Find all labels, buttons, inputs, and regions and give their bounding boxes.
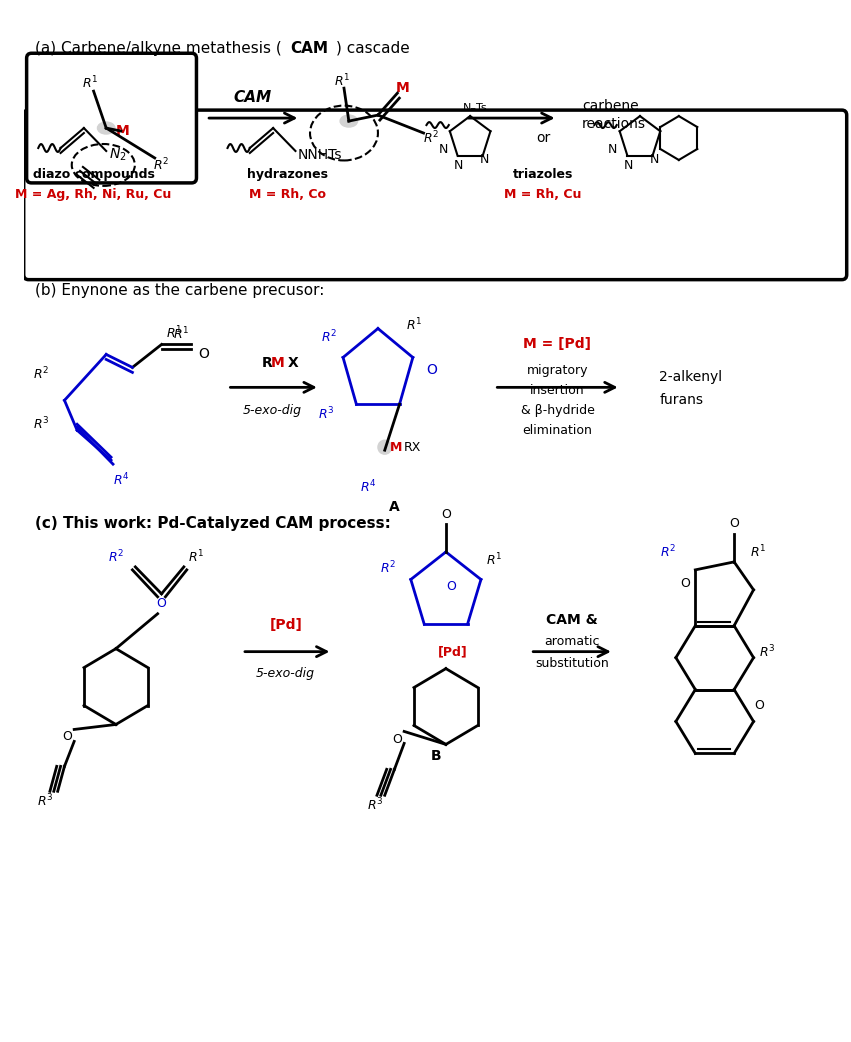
Text: $R^2$: $R^2$ xyxy=(380,560,397,576)
Text: diazo compounds: diazo compounds xyxy=(32,169,155,181)
Text: insertion: insertion xyxy=(530,383,585,397)
FancyBboxPatch shape xyxy=(24,110,847,279)
Text: hydrazones: hydrazones xyxy=(247,169,328,181)
Text: $R^3$: $R^3$ xyxy=(759,643,776,660)
Text: $R^2$: $R^2$ xyxy=(322,329,338,346)
Text: 5-exo-dig: 5-exo-dig xyxy=(256,667,315,679)
Text: (a) Carbene/alkyne metathesis (: (a) Carbene/alkyne metathesis ( xyxy=(36,41,283,56)
Text: M: M xyxy=(390,441,403,453)
Ellipse shape xyxy=(98,122,115,134)
Text: $R^1$: $R^1$ xyxy=(334,73,350,90)
Text: RX: RX xyxy=(404,441,421,453)
Text: 2-alkenyl: 2-alkenyl xyxy=(660,370,722,384)
Text: O: O xyxy=(157,597,167,611)
Text: $R^2$: $R^2$ xyxy=(108,548,124,565)
Text: $R^3$: $R^3$ xyxy=(367,797,383,814)
Text: CAM: CAM xyxy=(290,41,328,56)
Text: M = Rh, Co: M = Rh, Co xyxy=(249,189,326,201)
Text: CAM &: CAM & xyxy=(546,613,598,626)
Text: & β-hydride: & β-hydride xyxy=(521,404,595,417)
Circle shape xyxy=(378,440,391,454)
Text: (c) This work: Pd-Catalyzed CAM process:: (c) This work: Pd-Catalyzed CAM process: xyxy=(36,517,391,531)
Text: O: O xyxy=(441,507,451,521)
Ellipse shape xyxy=(340,115,357,127)
Text: substitution: substitution xyxy=(535,658,609,670)
Text: $R^1$: $R^1$ xyxy=(82,75,98,92)
Text: O: O xyxy=(392,733,403,746)
Text: R: R xyxy=(261,356,272,370)
Text: $R^1$: $R^1$ xyxy=(188,548,204,565)
Text: 5-exo-dig: 5-exo-dig xyxy=(243,404,301,417)
Text: N: N xyxy=(438,144,448,156)
Text: M = Rh, Cu: M = Rh, Cu xyxy=(505,189,581,201)
Text: N: N xyxy=(608,144,618,156)
Text: $R^2$: $R^2$ xyxy=(423,129,439,146)
Text: $R^4$: $R^4$ xyxy=(360,478,376,495)
Text: O: O xyxy=(729,518,739,530)
Text: O: O xyxy=(755,699,764,712)
Text: N: N xyxy=(624,159,633,172)
Text: M = [Pd]: M = [Pd] xyxy=(523,338,591,351)
Text: A: A xyxy=(389,500,400,514)
Text: O: O xyxy=(446,580,455,593)
Text: M: M xyxy=(396,81,409,95)
Text: $R^2$: $R^2$ xyxy=(660,544,676,561)
Text: $N_2$: $N_2$ xyxy=(109,147,127,164)
Text: carbene
reactions: carbene reactions xyxy=(582,99,646,131)
Text: [Pd]: [Pd] xyxy=(437,645,467,659)
Text: O: O xyxy=(62,730,72,743)
Text: O: O xyxy=(681,577,690,591)
Text: B: B xyxy=(431,749,442,764)
Text: $R^2$: $R^2$ xyxy=(153,156,169,173)
Text: O: O xyxy=(197,347,208,362)
Text: O: O xyxy=(426,364,437,377)
Text: $R^3$: $R^3$ xyxy=(37,793,54,810)
Text: CAM: CAM xyxy=(234,90,271,105)
Text: ) cascade: ) cascade xyxy=(336,41,410,56)
Text: $R^2$: $R^2$ xyxy=(33,366,49,382)
Text: $R^3$: $R^3$ xyxy=(33,416,49,432)
Text: N–Ts: N–Ts xyxy=(463,103,488,114)
Text: $R^3$: $R^3$ xyxy=(318,406,334,423)
Text: aromatic: aromatic xyxy=(545,636,600,648)
Text: [Pd]: [Pd] xyxy=(269,618,302,631)
Text: $R^1$: $R^1$ xyxy=(166,324,182,341)
Text: M: M xyxy=(271,356,285,370)
Text: NNHTs: NNHTs xyxy=(297,148,342,162)
Text: N: N xyxy=(650,153,660,167)
Text: N: N xyxy=(480,153,489,167)
Text: (b) Enynone as the carbene precusor:: (b) Enynone as the carbene precusor: xyxy=(36,283,325,298)
Text: $R^1$: $R^1$ xyxy=(486,551,502,568)
Text: M: M xyxy=(116,124,129,138)
Text: migratory: migratory xyxy=(527,364,588,377)
Text: X: X xyxy=(288,356,299,370)
Text: triazoles: triazoles xyxy=(513,169,573,181)
Text: or: or xyxy=(536,131,550,145)
Text: furans: furans xyxy=(660,393,704,407)
Text: $R^4$: $R^4$ xyxy=(112,472,129,489)
Text: elimination: elimination xyxy=(523,424,592,437)
Text: $R^1$: $R^1$ xyxy=(750,544,766,561)
FancyBboxPatch shape xyxy=(26,53,197,183)
Text: $R^1$: $R^1$ xyxy=(406,316,422,332)
Text: N: N xyxy=(454,159,463,172)
Text: $R^1$: $R^1$ xyxy=(173,326,189,343)
Text: M = Ag, Rh, Ni, Ru, Cu: M = Ag, Rh, Ni, Ru, Cu xyxy=(15,189,172,201)
